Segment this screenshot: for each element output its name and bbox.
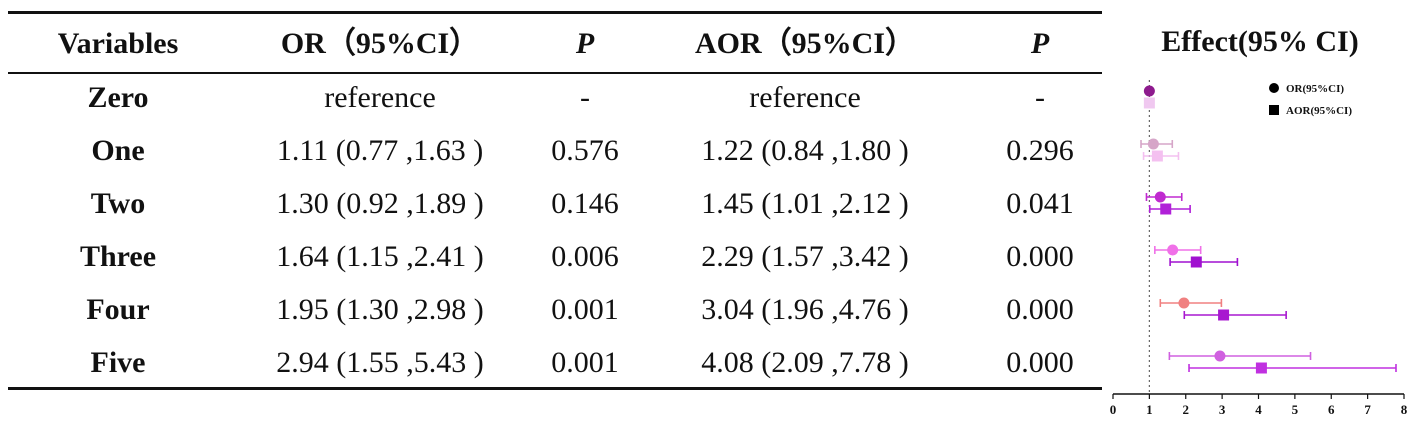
x-tick-label: 1 <box>1146 402 1153 417</box>
table-header-rule <box>8 72 1102 74</box>
forest-plot-svg: 0 1 2 3 4 5 6 7 8 OR(95%CI) AOR(95%CI) <box>1110 80 1408 417</box>
row-or: 2.94 (1.55 ,5.43 ) <box>276 346 484 379</box>
header-p-or: P <box>575 27 595 60</box>
x-tick-label: 7 <box>1364 402 1371 417</box>
or-point <box>1167 244 1179 256</box>
row-aor: 2.29 (1.57 ,3.42 ) <box>701 240 909 273</box>
legend-circle-marker <box>1269 83 1279 93</box>
x-tick-label: 8 <box>1401 402 1408 417</box>
table-row: Five 2.94 (1.55 ,5.43 ) 0.001 4.08 (2.09… <box>0 336 1110 389</box>
row-aor: reference <box>749 81 861 114</box>
row-or: reference <box>324 81 436 114</box>
or-point <box>1154 191 1166 203</box>
row-or: 1.30 (0.92 ,1.89 ) <box>276 187 484 220</box>
row-p-aor: - <box>1035 81 1045 114</box>
x-tick-label: 4 <box>1255 402 1262 417</box>
row-p-or: 0.576 <box>551 134 619 167</box>
legend-label: OR(95%CI) <box>1286 83 1344 95</box>
or-point <box>1178 297 1190 309</box>
row-p-aor: 0.000 <box>1006 346 1074 379</box>
row-p-aor: 0.000 <box>1006 240 1074 273</box>
row-variable: Five <box>90 346 146 379</box>
aor-point <box>1143 97 1155 109</box>
or-point <box>1147 138 1159 150</box>
header-or: OR（95%CI） <box>280 27 480 60</box>
row-aor: 1.45 (1.01 ,2.12 ) <box>701 187 909 220</box>
table-row: Four 1.95 (1.30 ,2.98 ) 0.001 3.04 (1.96… <box>0 283 1110 336</box>
row-p-or: 0.006 <box>551 240 619 273</box>
legend: OR(95%CI) AOR(95%CI) <box>1269 83 1352 117</box>
row-p-or: - <box>580 81 590 114</box>
row-or: 1.64 (1.15 ,2.41 ) <box>276 240 484 273</box>
row-p-aor: 0.296 <box>1006 134 1074 167</box>
aor-point <box>1255 362 1267 374</box>
header-variables: Variables <box>57 27 179 60</box>
row-aor: 4.08 (2.09 ,7.78 ) <box>701 346 909 379</box>
header-p-aor: P <box>1030 27 1050 60</box>
x-tick-label: 0 <box>1110 402 1116 417</box>
x-tick-label: 6 <box>1328 402 1335 417</box>
table-bottom-rule <box>8 387 1102 390</box>
or-point <box>1214 350 1226 362</box>
row-variable: Two <box>90 187 146 220</box>
row-p-aor: 0.041 <box>1006 187 1074 220</box>
x-tick-label: 3 <box>1219 402 1226 417</box>
table-header-row: Variables OR（95%CI） P AOR（95%CI） P <box>0 17 1110 70</box>
chart-title: Effect(95% CI) <box>1161 25 1359 58</box>
forest-plot: Effect(95% CI) 0 1 2 3 4 5 6 7 8 OR(95%CI) AOR(95… <box>1110 0 1418 436</box>
x-tick-label: 5 <box>1292 402 1299 417</box>
table-row: Two 1.30 (0.92 ,1.89 ) 0.146 1.45 (1.01 … <box>0 177 1110 230</box>
table-row: One 1.11 (0.77 ,1.63 ) 0.576 1.22 (0.84 … <box>0 124 1110 177</box>
or-point <box>1143 85 1155 97</box>
row-aor: 3.04 (1.96 ,4.76 ) <box>701 293 909 326</box>
aor-point <box>1160 203 1172 215</box>
x-tick-label: 2 <box>1183 402 1190 417</box>
row-variable: Zero <box>87 81 149 114</box>
row-variable: Three <box>79 240 157 273</box>
row-variable: Four <box>86 293 150 326</box>
row-aor: 1.22 (0.84 ,1.80 ) <box>701 134 909 167</box>
aor-point <box>1190 256 1202 268</box>
legend-label: AOR(95%CI) <box>1286 105 1352 117</box>
row-p-aor: 0.000 <box>1006 293 1074 326</box>
row-variable: One <box>91 134 145 167</box>
table-row: Three 1.64 (1.15 ,2.41 ) 0.006 2.29 (1.5… <box>0 230 1110 283</box>
row-or: 1.11 (0.77 ,1.63 ) <box>276 134 484 167</box>
legend-square-marker <box>1269 105 1279 115</box>
row-or: 1.95 (1.30 ,2.98 ) <box>276 293 484 326</box>
header-aor: AOR（95%CI） <box>694 27 915 60</box>
table-row: Zero reference - reference - <box>0 71 1110 124</box>
row-p-or: 0.001 <box>551 346 619 379</box>
x-axis: 0 1 2 3 4 5 6 7 8 <box>1110 80 1408 417</box>
plot-marks <box>1140 85 1397 374</box>
aor-point <box>1218 309 1230 321</box>
results-table: Variables OR（95%CI） P AOR（95%CI） P Zero … <box>0 11 1110 390</box>
row-p-or: 0.146 <box>551 187 619 220</box>
aor-point <box>1151 150 1163 162</box>
table-top-rule <box>8 11 1102 14</box>
row-p-or: 0.001 <box>551 293 619 326</box>
